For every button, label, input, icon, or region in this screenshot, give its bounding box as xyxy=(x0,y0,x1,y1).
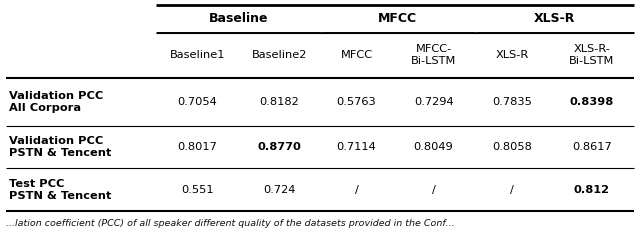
Text: 0.8058: 0.8058 xyxy=(492,142,532,152)
Text: /: / xyxy=(431,185,436,195)
Text: 0.5763: 0.5763 xyxy=(337,97,376,107)
Text: /: / xyxy=(511,185,515,195)
Text: MFCC-
Bi-LSTM: MFCC- Bi-LSTM xyxy=(411,44,456,66)
Text: 0.724: 0.724 xyxy=(264,185,296,195)
Text: Baseline2: Baseline2 xyxy=(252,50,307,60)
Text: Baseline1: Baseline1 xyxy=(170,50,225,60)
Text: 0.7054: 0.7054 xyxy=(177,97,217,107)
Text: 0.8017: 0.8017 xyxy=(177,142,218,152)
Text: ...lation coefficient (PCC) of all speaker different quality of the datasets pro: ...lation coefficient (PCC) of all speak… xyxy=(6,219,455,228)
Text: Baseline: Baseline xyxy=(209,12,268,25)
Text: 0.8182: 0.8182 xyxy=(260,97,300,107)
Text: Validation PCC
All Corpora: Validation PCC All Corpora xyxy=(9,91,103,113)
Text: MFCC: MFCC xyxy=(340,50,372,60)
Text: 0.8770: 0.8770 xyxy=(258,142,301,152)
Text: MFCC: MFCC xyxy=(378,12,417,25)
Text: /: / xyxy=(355,185,358,195)
Text: 0.8049: 0.8049 xyxy=(413,142,454,152)
Text: Validation PCC
PSTN & Tencent: Validation PCC PSTN & Tencent xyxy=(9,136,111,158)
Text: XLS-R: XLS-R xyxy=(496,50,529,60)
Text: 0.8398: 0.8398 xyxy=(570,97,614,107)
Text: XLS-R-
Bi-LSTM: XLS-R- Bi-LSTM xyxy=(569,44,614,66)
Text: 0.7114: 0.7114 xyxy=(337,142,376,152)
Text: Test PCC
PSTN & Tencent: Test PCC PSTN & Tencent xyxy=(9,179,111,201)
Text: 0.812: 0.812 xyxy=(574,185,610,195)
Text: XLS-R: XLS-R xyxy=(534,12,575,25)
Text: 0.551: 0.551 xyxy=(181,185,214,195)
Text: 0.7294: 0.7294 xyxy=(414,97,453,107)
Text: 0.8617: 0.8617 xyxy=(572,142,612,152)
Text: 0.7835: 0.7835 xyxy=(492,97,532,107)
